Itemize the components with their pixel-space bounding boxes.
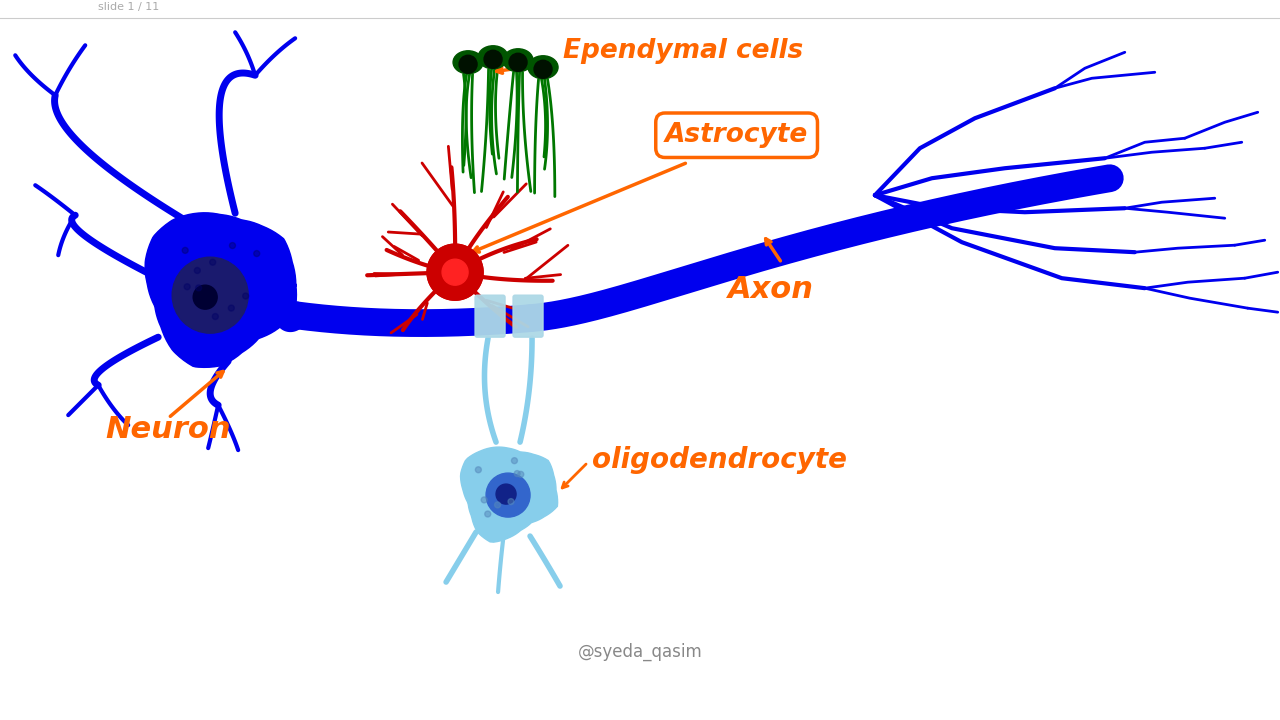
Circle shape xyxy=(212,313,219,320)
Text: slide 1 / 11: slide 1 / 11 xyxy=(99,2,160,12)
Ellipse shape xyxy=(529,55,558,78)
Polygon shape xyxy=(428,244,483,300)
Polygon shape xyxy=(428,244,483,300)
Circle shape xyxy=(182,248,188,253)
Circle shape xyxy=(475,467,481,473)
Circle shape xyxy=(173,257,248,333)
Polygon shape xyxy=(146,214,296,366)
Circle shape xyxy=(486,473,530,517)
Ellipse shape xyxy=(503,49,532,72)
Ellipse shape xyxy=(477,46,508,69)
Polygon shape xyxy=(461,447,558,542)
Circle shape xyxy=(210,259,216,265)
Circle shape xyxy=(534,60,552,78)
Circle shape xyxy=(228,305,234,311)
Circle shape xyxy=(484,50,502,68)
Circle shape xyxy=(229,243,236,248)
FancyBboxPatch shape xyxy=(475,295,506,337)
Circle shape xyxy=(460,55,477,73)
Circle shape xyxy=(442,259,468,285)
Text: Ependymal cells: Ependymal cells xyxy=(563,38,804,64)
Text: Astrocyte: Astrocyte xyxy=(666,122,808,148)
Text: oligodendrocyte: oligodendrocyte xyxy=(593,446,847,474)
Ellipse shape xyxy=(453,51,483,73)
Circle shape xyxy=(518,472,524,477)
Text: Neuron: Neuron xyxy=(105,415,230,444)
Text: Axon: Axon xyxy=(728,275,814,304)
FancyBboxPatch shape xyxy=(513,295,543,337)
Circle shape xyxy=(193,285,218,309)
Circle shape xyxy=(243,293,248,299)
Circle shape xyxy=(184,284,191,289)
Circle shape xyxy=(497,484,516,504)
Circle shape xyxy=(508,499,515,505)
Circle shape xyxy=(485,511,490,517)
Circle shape xyxy=(253,251,260,256)
Circle shape xyxy=(515,471,520,477)
Circle shape xyxy=(196,285,202,291)
Circle shape xyxy=(512,458,517,464)
Circle shape xyxy=(509,53,527,71)
Text: @syeda_qasim: @syeda_qasim xyxy=(577,643,703,661)
Circle shape xyxy=(195,268,200,274)
Circle shape xyxy=(494,502,500,508)
Circle shape xyxy=(481,497,488,503)
